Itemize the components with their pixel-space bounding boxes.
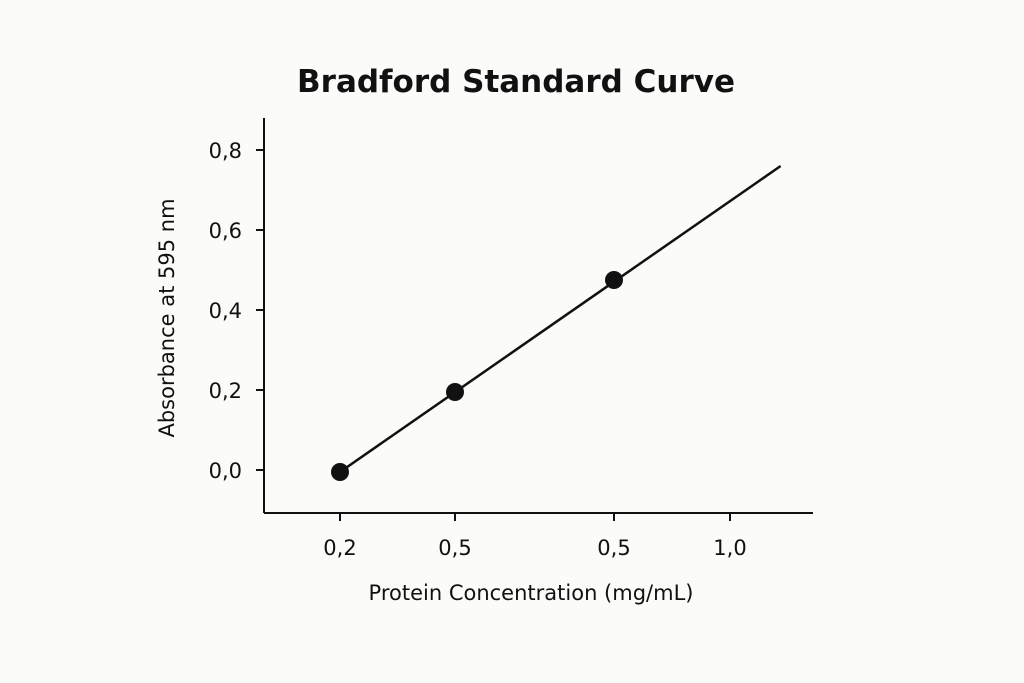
y-tick-label: 0,2 [209,379,242,403]
data-point [331,463,349,481]
plot-series [331,164,782,481]
x-tick-label: 1,0 [713,536,746,560]
y-tick-label: 0,0 [209,459,242,483]
x-tick-label: 0,5 [438,536,471,560]
y-tick-label: 0,8 [209,139,242,163]
y-axis-label: Absorbance at 595 nm [155,198,179,437]
chart-title: Bradford Standard Curve [297,64,735,100]
y-axis-ticks: 0,0 0,2 0,4 0,6 0,8 [209,139,264,483]
x-axis-ticks: 0,2 0,5 0,5 1,0 [323,513,747,560]
x-tick-label: 0,2 [323,536,356,560]
axes [263,118,813,514]
x-tick-label: 0,5 [597,536,630,560]
y-tick-label: 0,6 [209,219,242,243]
data-point [446,383,464,401]
x-axis-label: Protein Concentration (mg/mL) [369,581,694,605]
y-tick-label: 0,4 [209,299,242,323]
fit-line [339,164,782,474]
data-point [605,271,623,289]
